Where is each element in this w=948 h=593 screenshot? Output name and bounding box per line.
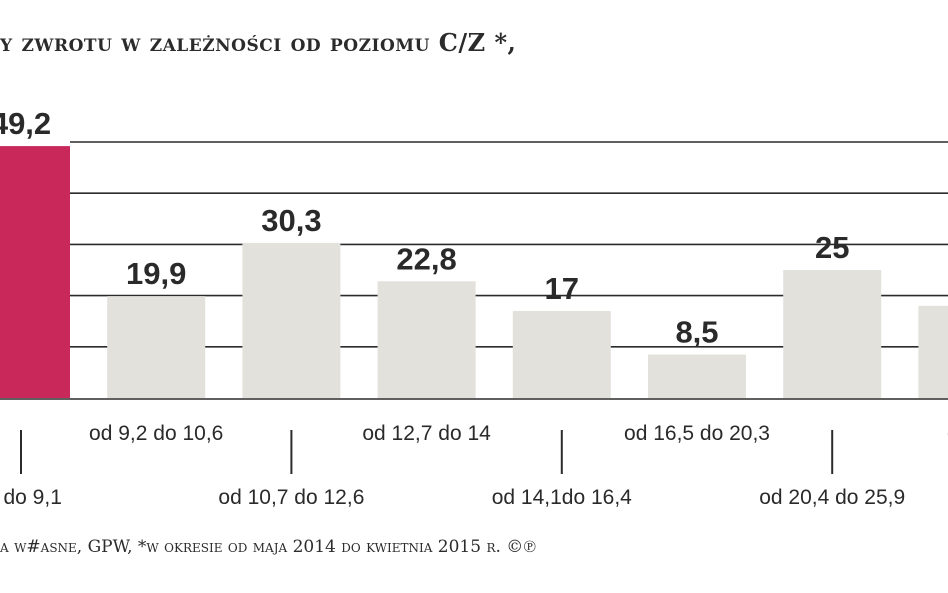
category-label: od 10,7 do 12,6	[218, 486, 364, 509]
category-label: od 14,1do 16,4	[492, 486, 632, 509]
bar	[648, 354, 746, 398]
value-label: 25	[815, 230, 849, 265]
value-label: 30,3	[261, 203, 321, 238]
category-label: od 20,4 do 25,9	[759, 486, 905, 509]
bars	[0, 146, 948, 398]
bar	[0, 146, 70, 398]
chart-title: y zwrotu w zależności od poziomu C/Z *,	[0, 28, 517, 57]
category-label: od 12,7 do 14	[362, 422, 491, 445]
category-label: od 2	[947, 422, 948, 445]
bar	[377, 281, 476, 398]
value-label: 8,5	[675, 314, 718, 349]
bar	[107, 296, 206, 398]
bar	[783, 270, 882, 398]
category-label: ,2 do 9,1	[0, 486, 62, 509]
gridlines	[0, 141, 948, 400]
category-labels: ,2 do 9,1 od 9,2 do 10,6 od 10,7 do 12,6 od…	[0, 422, 948, 509]
source-note: a w#asne, GPW, *w okresie od maja 2014 d…	[0, 537, 537, 557]
value-label: 22,8	[396, 241, 456, 276]
bar	[512, 310, 611, 398]
bar	[242, 242, 341, 398]
category-label: od 9,2 do 10,6	[89, 422, 223, 445]
value-label: 19,9	[126, 256, 186, 291]
category-label: od 16,5 do 20,3	[624, 422, 770, 445]
bar	[918, 305, 948, 398]
value-label: 17	[545, 271, 579, 306]
value-label: 49,2	[0, 106, 51, 141]
value-labels: 49,2 19,9 30,3 22,8 17 8,5 25	[0, 106, 849, 349]
